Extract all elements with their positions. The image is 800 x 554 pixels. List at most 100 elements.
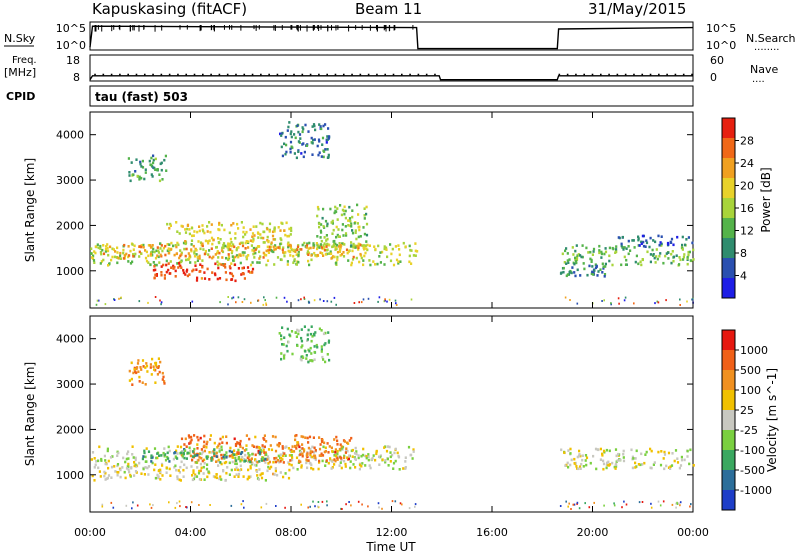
heat-cell xyxy=(318,461,321,464)
heat-cell xyxy=(339,247,342,251)
heat-cell xyxy=(297,443,300,446)
heat-cell xyxy=(262,456,265,460)
heat-cell xyxy=(185,457,188,460)
heat-cell xyxy=(329,457,332,460)
heat-cell xyxy=(180,253,183,256)
heat-cell xyxy=(624,263,628,266)
heat-cell xyxy=(190,239,194,242)
heat-cell xyxy=(383,300,386,303)
heat-cell xyxy=(294,434,297,438)
heat-cell xyxy=(327,155,330,159)
heat-cell xyxy=(244,241,247,245)
heat-cell xyxy=(290,330,294,333)
heat-cell xyxy=(209,230,212,234)
heat-cell xyxy=(139,160,142,164)
heat-cell xyxy=(128,470,131,474)
heat-cell xyxy=(607,460,610,464)
heat-cell xyxy=(384,299,386,302)
heat-cell xyxy=(142,455,145,458)
heat-cell xyxy=(149,363,152,366)
heat-cell xyxy=(119,251,122,255)
heat-cell xyxy=(351,231,355,235)
heat-cell xyxy=(278,442,281,445)
heat-cell xyxy=(383,263,386,266)
heat-cell xyxy=(327,243,330,246)
heat-cell xyxy=(669,465,672,468)
colorbar-segment xyxy=(722,118,735,139)
heat-cell xyxy=(237,227,240,230)
heat-cell xyxy=(313,350,316,354)
heat-cell xyxy=(251,232,255,235)
heat-cell xyxy=(589,250,592,254)
heat-cell xyxy=(319,251,322,254)
heat-cell xyxy=(218,228,221,232)
heat-cell xyxy=(112,248,115,251)
heat-cell xyxy=(233,453,236,456)
heat-cell xyxy=(227,242,230,245)
heat-cell xyxy=(154,273,157,277)
heat-cell xyxy=(203,271,206,274)
heat-cell xyxy=(654,240,657,244)
heat-cell xyxy=(274,244,277,247)
heat-cell xyxy=(213,441,216,445)
heat-cell xyxy=(312,244,315,247)
heat-cell xyxy=(162,451,165,455)
heat-cell xyxy=(135,465,138,468)
heat-cell xyxy=(243,298,246,301)
heat-cell xyxy=(115,256,119,259)
heat-cell xyxy=(262,256,265,259)
heat-cell xyxy=(238,455,241,459)
heat-cell xyxy=(353,244,356,248)
heat-cell xyxy=(368,259,371,262)
heat-cell xyxy=(365,222,369,226)
heat-cell xyxy=(635,254,638,258)
heat-cell xyxy=(284,454,287,457)
heat-cell xyxy=(340,507,342,510)
heat-cell xyxy=(212,238,215,242)
heat-cell xyxy=(627,252,630,256)
heat-cell xyxy=(290,248,293,251)
heat-cell xyxy=(281,248,284,252)
heat-cell xyxy=(257,478,260,481)
heat-cell xyxy=(355,256,358,260)
heat-cell xyxy=(346,251,349,255)
heat-cell xyxy=(165,263,168,267)
heat-cell xyxy=(192,244,195,248)
heat-cell xyxy=(128,174,131,177)
heat-cell xyxy=(414,242,417,245)
heat-cell xyxy=(228,265,231,268)
heat-cell xyxy=(353,452,357,455)
heat-cell xyxy=(274,460,277,464)
heat-cell xyxy=(117,256,120,260)
heat-cell xyxy=(266,227,269,231)
heat-cell xyxy=(379,261,382,264)
heat-cell xyxy=(322,244,325,247)
heat-cell xyxy=(650,506,653,509)
heat-cell xyxy=(284,152,287,156)
heat-cell xyxy=(359,252,362,256)
heat-cell xyxy=(273,263,276,266)
heat-cell xyxy=(184,228,187,231)
strip2-left-label-2: [MHz] xyxy=(4,66,36,79)
heat-cell xyxy=(340,458,343,462)
heat-cell xyxy=(291,352,294,356)
heat-cell xyxy=(323,242,326,245)
heat-cell xyxy=(638,501,641,504)
heat-cell xyxy=(321,143,324,146)
heat-cell xyxy=(595,467,598,471)
heat-cell xyxy=(310,352,313,355)
heat-cell xyxy=(275,296,278,299)
heat-cell xyxy=(298,133,302,136)
heat-cell xyxy=(103,470,106,474)
heat-cell xyxy=(350,225,353,228)
heat-cell xyxy=(572,253,575,256)
heat-cell xyxy=(225,451,228,454)
heat-cell xyxy=(198,504,200,506)
heat-cell xyxy=(366,243,369,247)
heat-cell xyxy=(288,121,291,124)
heat-cell xyxy=(641,258,644,262)
heat-cell xyxy=(279,471,282,474)
heat-cell xyxy=(290,463,293,467)
heat-cell xyxy=(164,244,167,248)
heat-cell xyxy=(384,298,386,301)
